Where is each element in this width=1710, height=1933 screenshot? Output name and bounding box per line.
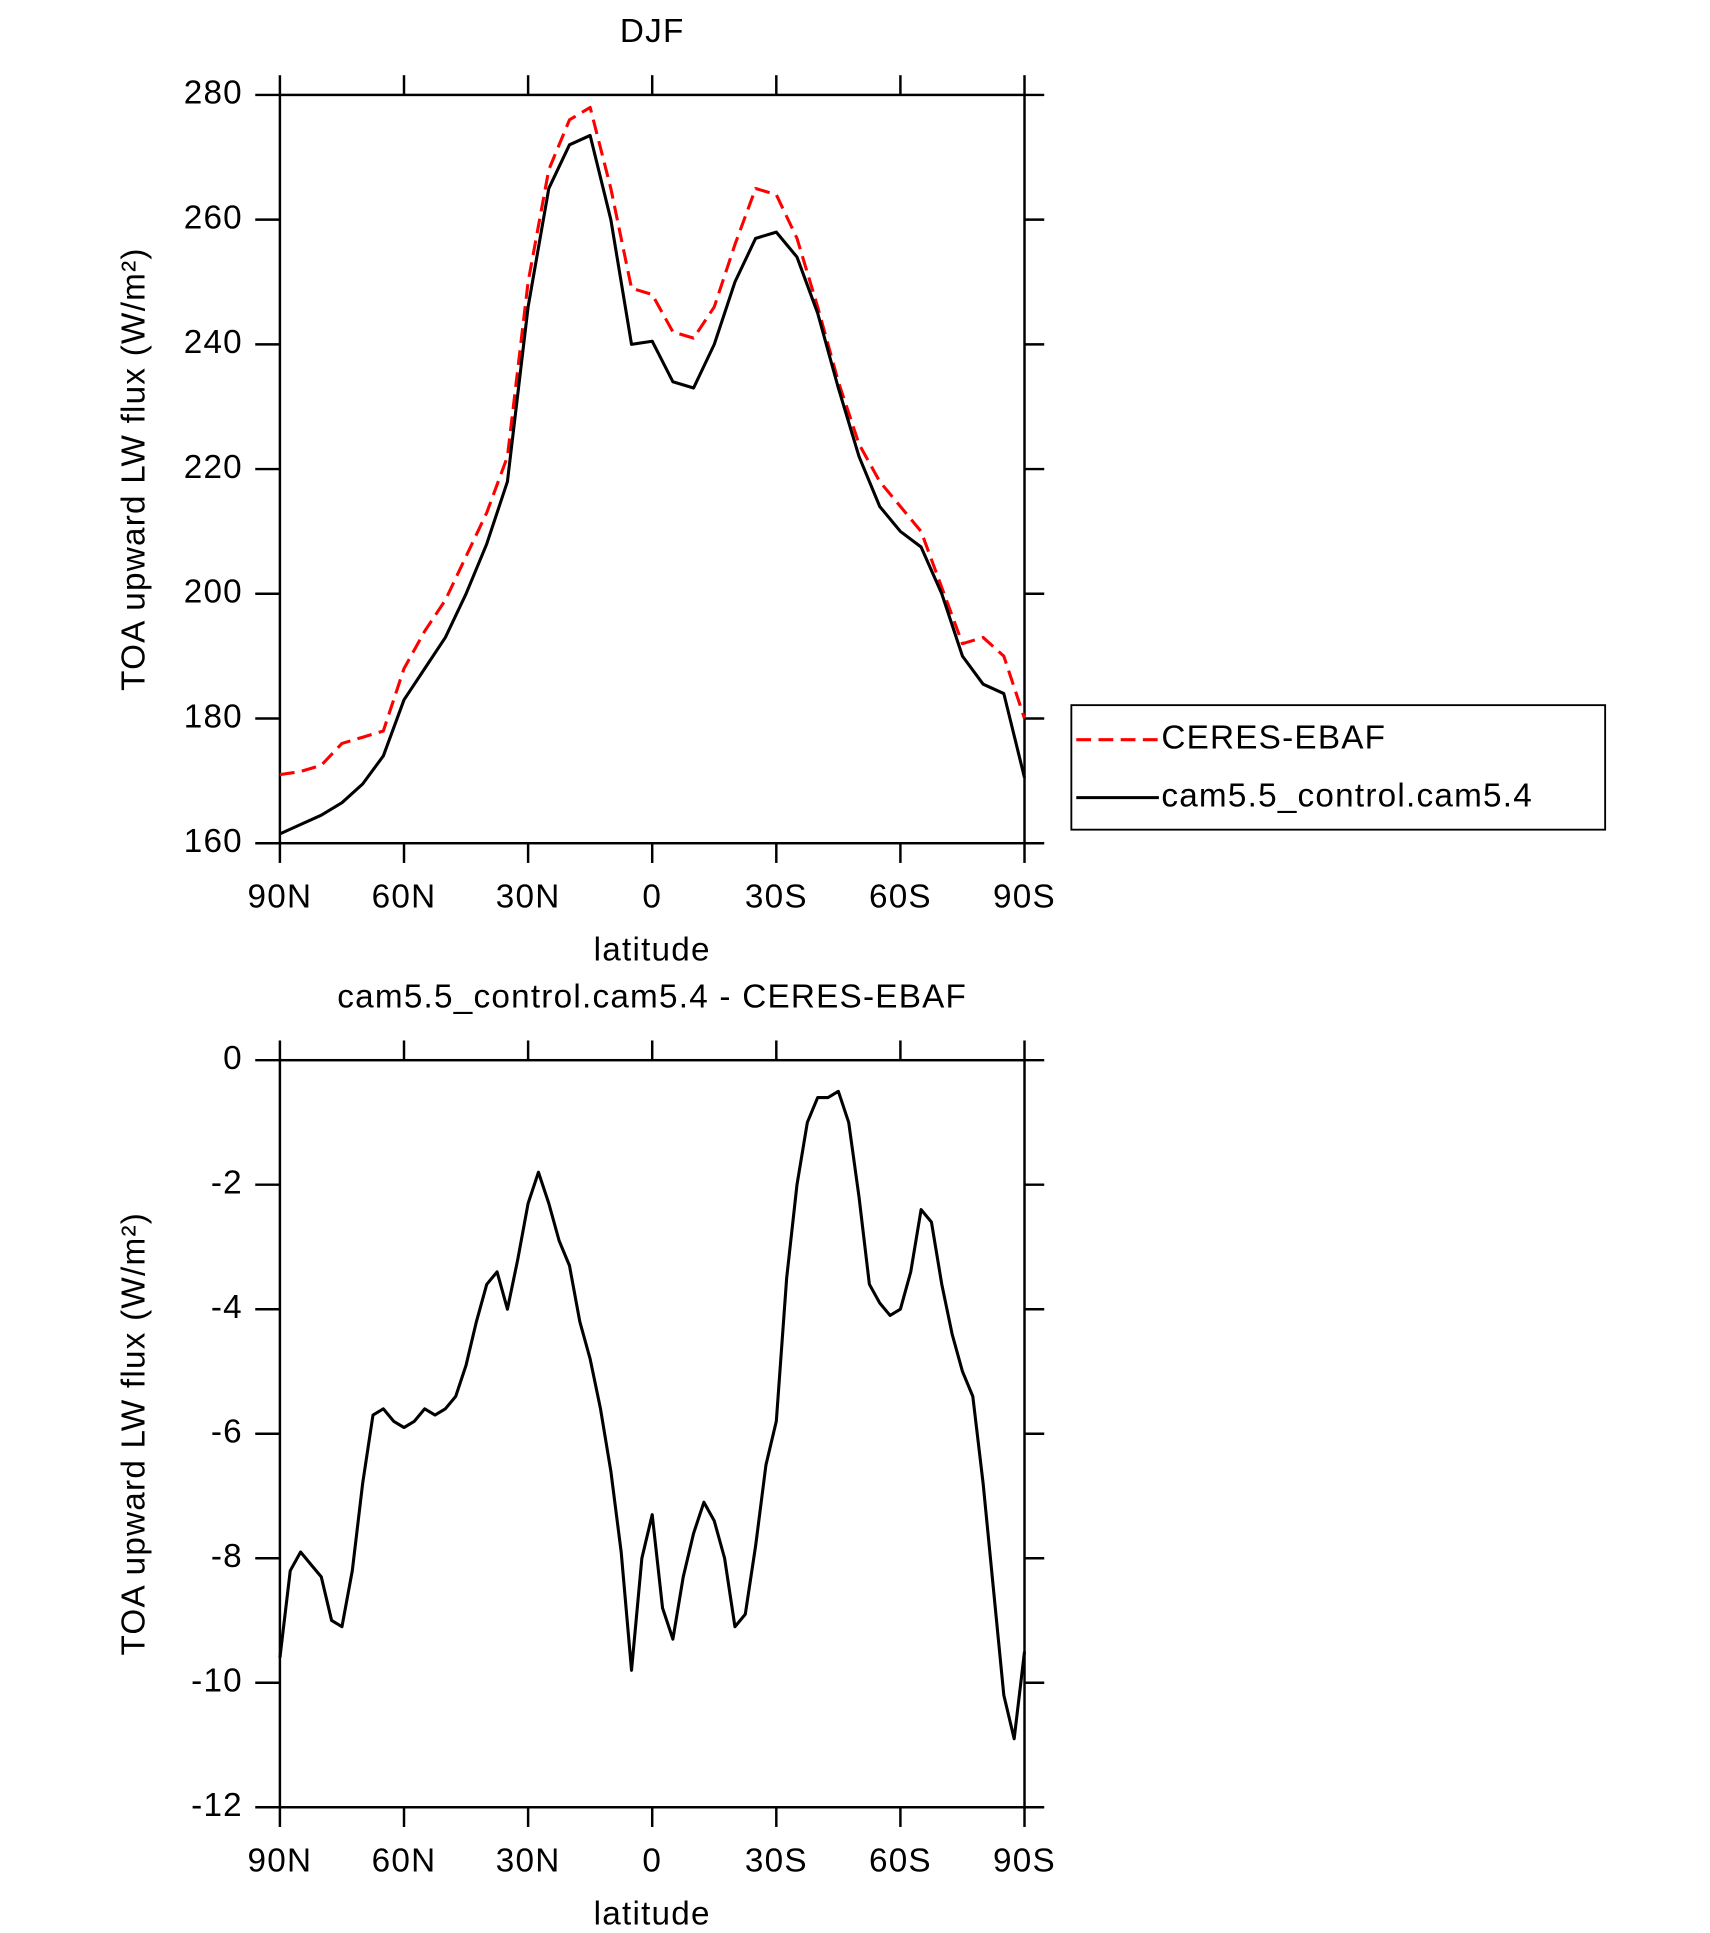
y-tick-label: -8 xyxy=(211,1538,243,1575)
y-tick-label: -6 xyxy=(211,1414,243,1451)
x-tick-label: 30N xyxy=(496,1843,561,1880)
x-tick-label: 60N xyxy=(372,878,437,915)
legend-label: cam5.5_control.cam5.4 xyxy=(1161,777,1533,814)
y-tick-label: 280 xyxy=(184,75,243,112)
legend-label: CERES-EBAF xyxy=(1161,719,1386,756)
data-line xyxy=(278,1089,1027,1741)
x-tick-label: 90N xyxy=(248,878,313,915)
chart-title: DJF xyxy=(620,13,685,50)
chart-title: cam5.5_control.cam5.4 - CERES-EBAF xyxy=(337,978,967,1015)
y-tick-label: -12 xyxy=(191,1787,243,1824)
x-tick-label: 90N xyxy=(248,1843,313,1880)
x-tick-label: 0 xyxy=(642,1843,662,1880)
plot-frame xyxy=(278,93,1026,845)
y-axis-label: TOA upward LW flux (W/m²) xyxy=(115,1212,152,1656)
y-tick-label: 0 xyxy=(223,1040,243,1077)
y-tick-label: -2 xyxy=(211,1164,243,1201)
y-axis-label: TOA upward LW flux (W/m²) xyxy=(115,247,152,691)
x-tick-label: 60N xyxy=(372,1843,437,1880)
y-tick-label: 180 xyxy=(184,698,243,735)
x-axis-label: latitude xyxy=(594,1896,711,1933)
x-tick-label: 0 xyxy=(642,878,662,915)
x-tick-label: 60S xyxy=(869,1843,932,1880)
x-tick-label: 90S xyxy=(993,1843,1056,1880)
legend-box xyxy=(1070,704,1607,831)
data-line xyxy=(279,105,1026,777)
y-tick-label: 260 xyxy=(184,199,243,236)
plot-frame xyxy=(278,1058,1026,1809)
y-tick-label: 220 xyxy=(184,449,243,486)
x-tick-label: 30S xyxy=(745,1843,808,1880)
data-line xyxy=(279,133,1027,836)
x-axis-label: latitude xyxy=(594,932,711,969)
y-tick-label: 240 xyxy=(184,324,243,361)
y-tick-label: -10 xyxy=(191,1663,243,1700)
y-tick-label: 160 xyxy=(184,823,243,860)
y-tick-label: -4 xyxy=(211,1289,243,1326)
x-tick-label: 30S xyxy=(745,878,808,915)
x-tick-label: 60S xyxy=(869,878,932,915)
x-tick-label: 90S xyxy=(993,878,1056,915)
y-tick-label: 200 xyxy=(184,574,243,611)
x-tick-label: 30N xyxy=(496,878,561,915)
